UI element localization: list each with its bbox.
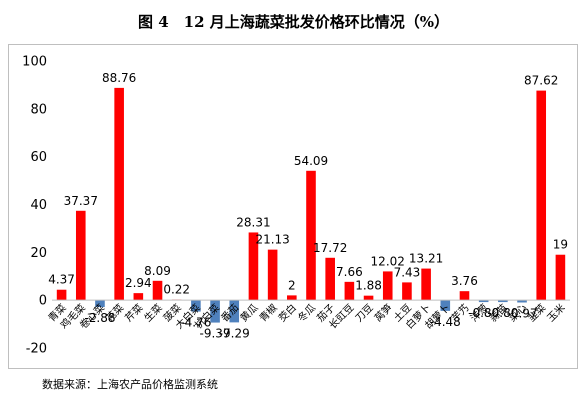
y-tick-label: -20 [26, 342, 47, 357]
bar [287, 295, 297, 301]
bar [344, 281, 355, 301]
data-label: -0.97 [507, 306, 538, 320]
chart-area [8, 44, 578, 369]
data-labels: 4.37 37.37 -2.88 88.76 2.948.09 0.22 -4.76-9.3… [48, 71, 568, 341]
data-label: 88.76 [102, 71, 136, 85]
data-label: -9.29 [219, 326, 250, 340]
data-label: -0.80 [468, 306, 499, 320]
data-label: -4.76 [180, 316, 211, 330]
y-tick-label: 80 [30, 102, 47, 117]
bar [133, 293, 144, 301]
data-label: 4.37 [48, 273, 75, 287]
y-tick-label: 20 [30, 246, 47, 261]
bar [402, 282, 412, 301]
bar [114, 87, 124, 301]
data-label: -2.88 [84, 311, 115, 325]
bar [363, 295, 374, 301]
bar [210, 300, 220, 323]
data-label: 2 [288, 278, 296, 292]
category-label: 莴笋 [372, 301, 395, 324]
data-label: 3.76 [451, 274, 478, 288]
bar [306, 170, 316, 301]
bar [248, 232, 259, 301]
bars [56, 87, 566, 323]
y-tick-label: 40 [30, 198, 47, 213]
bar [555, 254, 566, 301]
bar [459, 291, 470, 301]
category-label: 黄瓜 [237, 301, 260, 324]
category-label: 刀豆 [353, 302, 376, 325]
bar [440, 300, 451, 311]
bar [56, 289, 67, 301]
source-note: 数据来源：上海农产品价格监测系统 [42, 378, 218, 391]
data-label: -4.48 [430, 315, 461, 329]
data-label: 7.66 [336, 265, 363, 279]
bar [325, 257, 335, 301]
bar [267, 249, 278, 301]
data-label: 54.09 [294, 154, 328, 168]
category-label: 生菜 [141, 301, 164, 324]
data-label: -9.37 [200, 327, 231, 341]
bar [152, 280, 163, 301]
y-tick-label: 100 [22, 55, 47, 70]
data-label: 37.37 [64, 194, 98, 208]
category-label: 芹菜 [123, 302, 146, 325]
data-label: 13.21 [409, 252, 443, 266]
data-label: -0.80 [487, 306, 518, 320]
bar [517, 300, 527, 303]
data-label: 0.22 [163, 283, 190, 297]
data-label: 19 [553, 238, 568, 252]
category-label: 冬瓜 [295, 301, 318, 324]
data-label: 7.43 [394, 265, 421, 279]
data-label: 87.62 [524, 74, 558, 88]
y-tick-label: 0 [39, 294, 47, 309]
bar [382, 271, 393, 301]
bar [95, 300, 105, 308]
bar [498, 300, 508, 303]
category-label: 青椒 [256, 301, 279, 324]
bar [536, 90, 547, 301]
data-label: 17.72 [313, 241, 347, 255]
data-label: 28.31 [236, 215, 270, 229]
y-axis-ticks: -20 0 20 40 60 80 100 [22, 55, 47, 357]
data-label: 12.02 [371, 254, 405, 268]
data-label: 8.09 [144, 264, 171, 278]
data-label: 2.94 [125, 276, 152, 290]
data-label: 21.13 [255, 233, 289, 247]
category-label: 茭白 [276, 301, 299, 324]
category-label: 玉米 [544, 301, 567, 324]
y-tick-label: 60 [30, 150, 47, 165]
bar [191, 300, 201, 312]
bar [75, 210, 86, 301]
bar [229, 300, 240, 323]
category-label: 韭菜 [526, 302, 549, 325]
bar [421, 268, 431, 301]
data-label: 1.88 [355, 279, 382, 293]
bar [478, 300, 489, 303]
chart-title: 图 4 12 月上海蔬菜批发价格环比情况（%） [137, 13, 449, 31]
